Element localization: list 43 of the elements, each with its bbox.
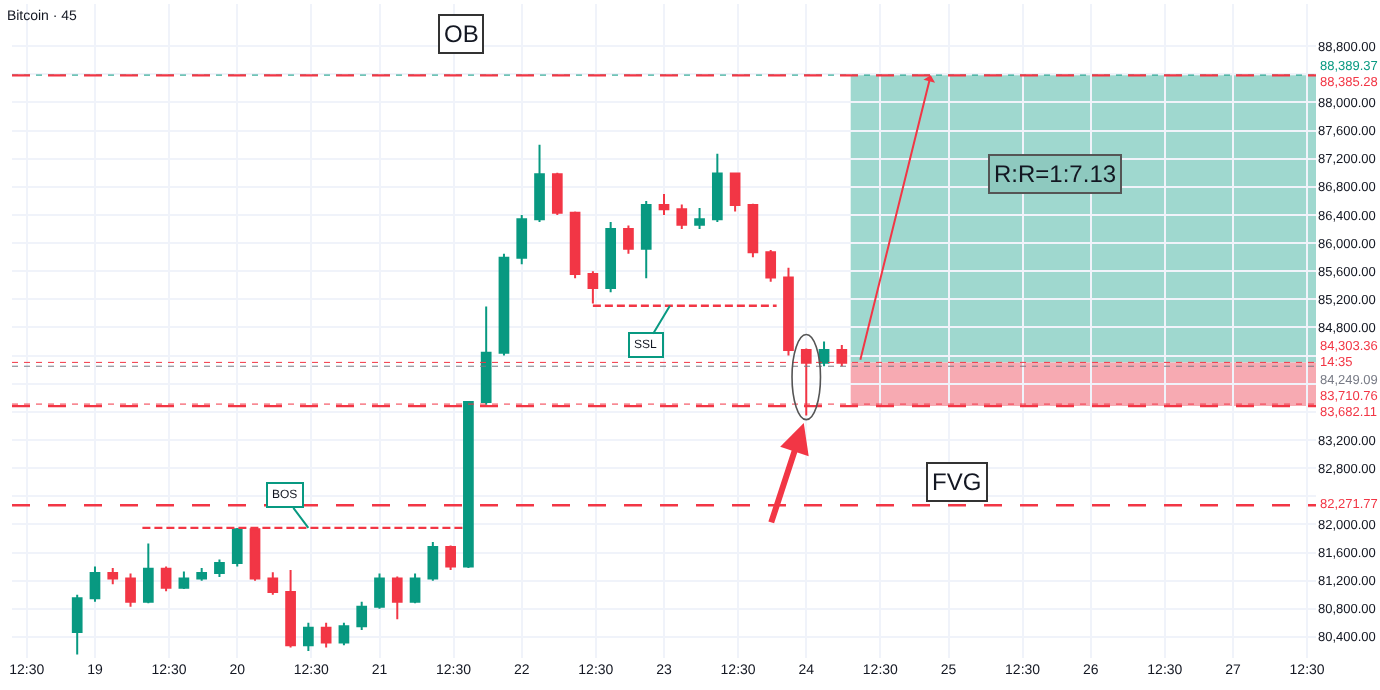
candlestick xyxy=(142,542,154,605)
candlestick xyxy=(747,202,759,259)
candlestick xyxy=(534,143,545,223)
annotation: R:R=1:7.13 xyxy=(994,160,1117,188)
candlestick xyxy=(516,213,528,266)
annotation: OB xyxy=(444,20,479,48)
candlestick xyxy=(551,171,563,216)
candlestick xyxy=(391,575,403,621)
candlestick xyxy=(427,540,439,582)
candlestick xyxy=(178,570,190,591)
candlestick xyxy=(783,266,794,357)
candlestick xyxy=(231,526,243,568)
candlestick xyxy=(125,572,136,608)
candlestick xyxy=(71,593,83,656)
candlestick xyxy=(711,152,723,223)
candlestick xyxy=(214,558,225,579)
candlestick xyxy=(498,252,510,357)
candlestick xyxy=(285,569,296,649)
candlestick xyxy=(160,565,172,593)
annotation: FVG xyxy=(932,468,982,496)
candlestick xyxy=(409,572,421,605)
candlestick xyxy=(640,199,652,280)
candlestick xyxy=(676,203,688,231)
candlestick xyxy=(480,305,492,406)
candlestick xyxy=(765,249,777,283)
candlestick xyxy=(320,621,332,649)
candlestick xyxy=(569,210,581,280)
candlestick xyxy=(196,566,208,582)
candlestick xyxy=(107,566,119,586)
candlestick xyxy=(729,171,741,213)
candlestick xyxy=(374,572,385,610)
candlestick xyxy=(356,600,368,631)
candlestick xyxy=(338,621,350,647)
candlestick xyxy=(623,224,634,255)
candlestick xyxy=(694,206,705,231)
candlestick xyxy=(818,340,830,368)
candlestick xyxy=(658,192,670,216)
candlestick xyxy=(89,565,101,603)
candlestick xyxy=(605,221,617,294)
candlestick xyxy=(267,571,279,596)
candlestick xyxy=(463,401,474,569)
candlestick xyxy=(445,544,456,572)
candlestick xyxy=(303,621,314,652)
